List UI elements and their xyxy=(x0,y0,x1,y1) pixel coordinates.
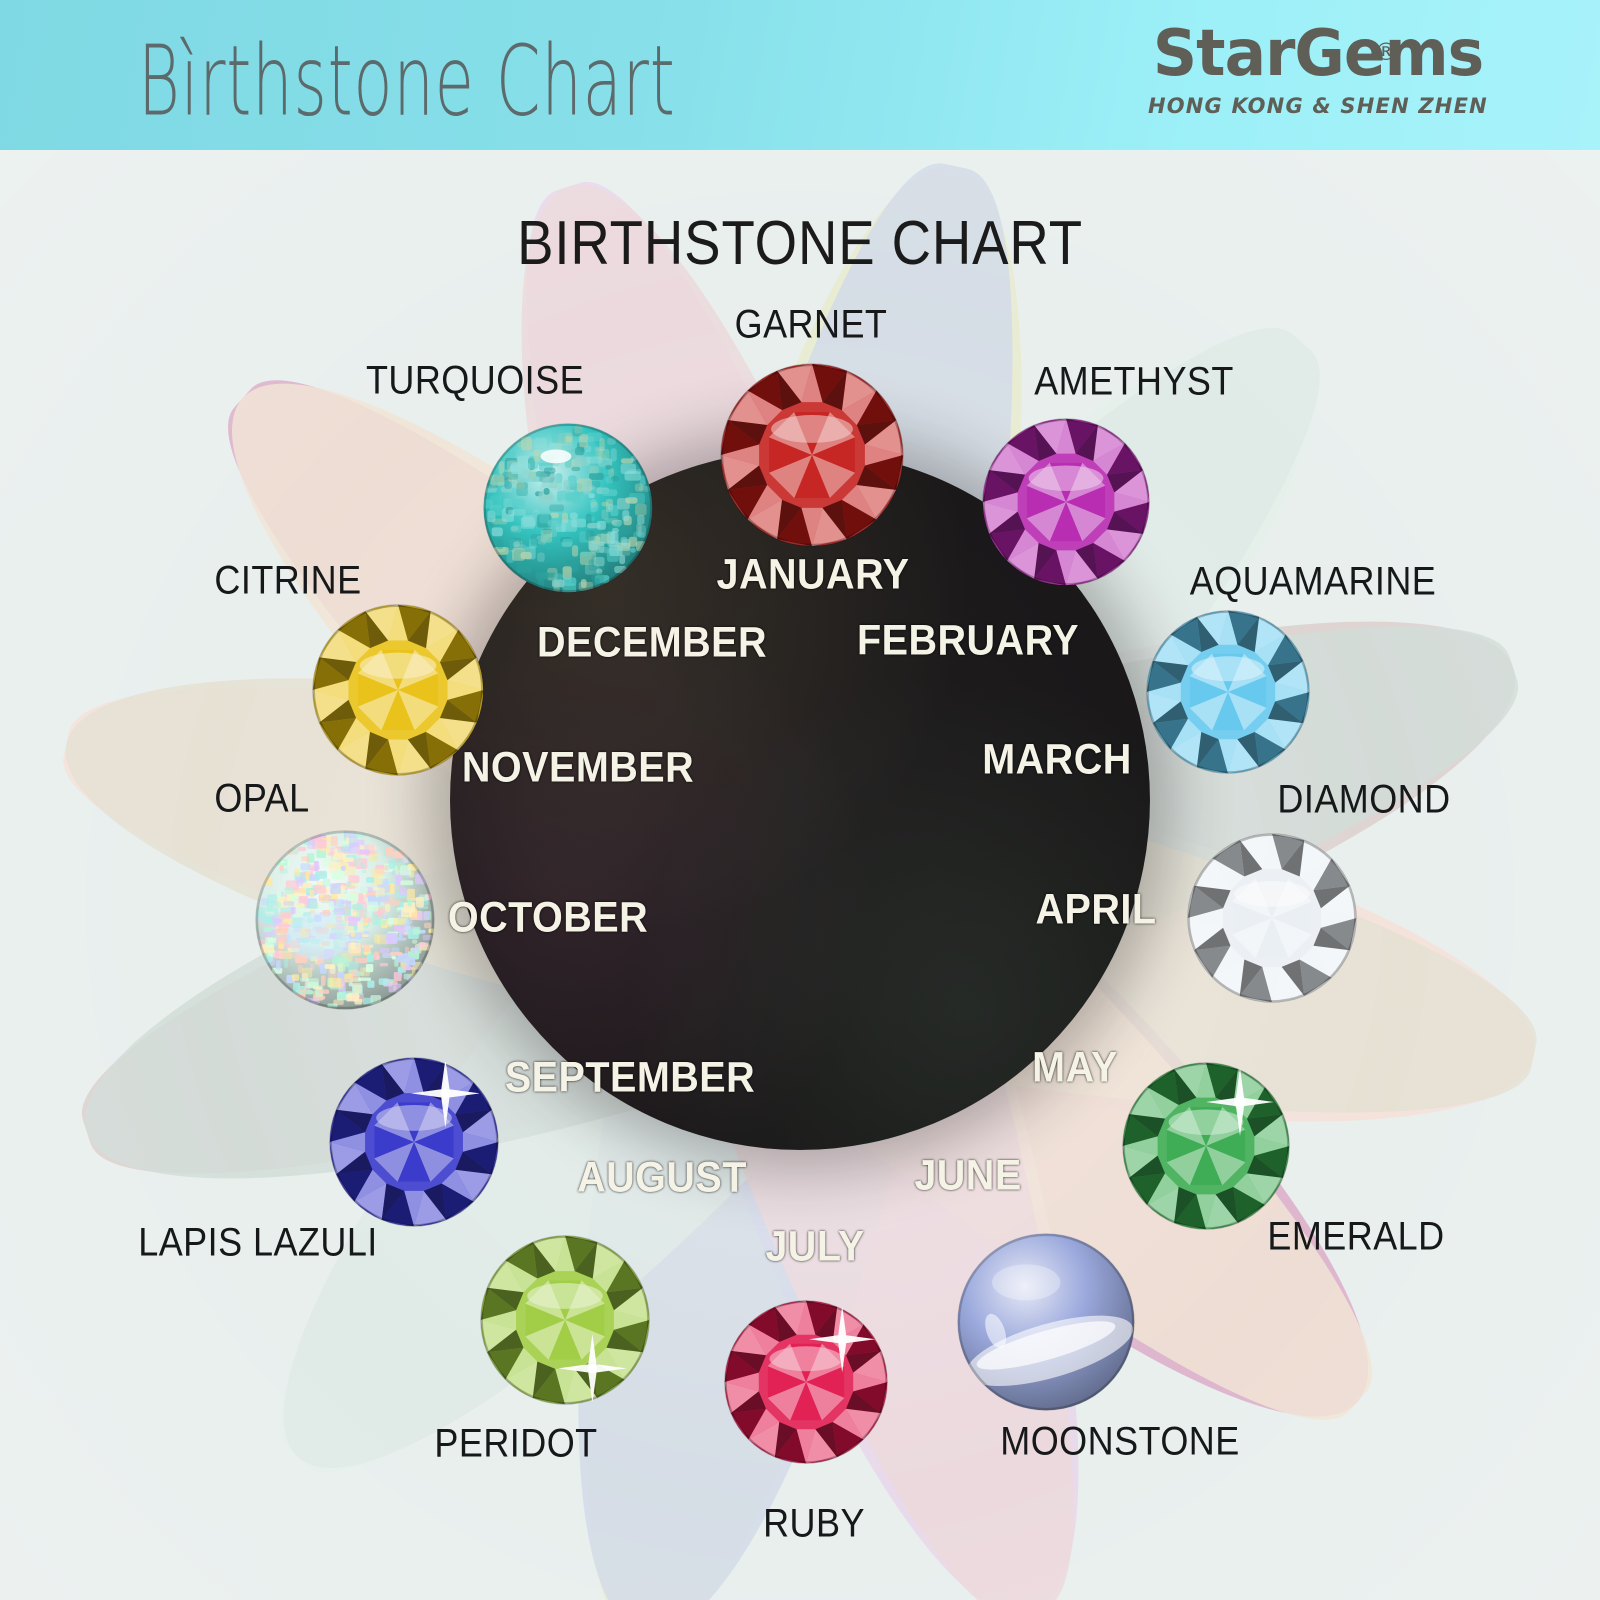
gem-label-amethyst: AMETHYST xyxy=(1034,360,1234,405)
gem-label-peridot: PERIDOT xyxy=(434,1422,597,1467)
brand-logo: StarGems ® HONG KONG & SHEN ZHEN xyxy=(1146,22,1490,118)
month-label-february: FEBRUARY xyxy=(857,617,1079,666)
gem-citrine xyxy=(311,603,485,777)
gem-peridot xyxy=(479,1234,651,1406)
gem-ruby xyxy=(723,1299,889,1465)
gem-label-lapis-lazuli: LAPIS LAZULI xyxy=(138,1221,378,1266)
gem-label-emerald: EMERALD xyxy=(1267,1215,1444,1260)
gem-aquamarine xyxy=(1145,609,1311,775)
gem-label-aquamarine: AQUAMARINE xyxy=(1190,560,1437,605)
gem-label-turquoise: TURQUOISE xyxy=(366,359,584,404)
gem-label-diamond: DIAMOND xyxy=(1277,778,1450,823)
month-label-may: MAY xyxy=(1032,1044,1118,1093)
gem-garnet xyxy=(719,362,905,548)
month-label-august: AUGUST xyxy=(577,1154,747,1203)
month-label-april: APRIL xyxy=(1036,886,1157,935)
gem-label-ruby: RUBY xyxy=(763,1502,865,1547)
gem-amethyst xyxy=(981,417,1151,587)
birthstone-chart-page: JANUARY FEBRUARY MARCH APRIL MAY JUNE JU… xyxy=(0,0,1600,1600)
gem-label-moonstone: MOONSTONE xyxy=(1000,1420,1239,1465)
month-label-june: JUNE xyxy=(914,1152,1021,1201)
brand-name: StarGems xyxy=(1153,22,1483,86)
gem-label-citrine: CITRINE xyxy=(214,559,361,604)
month-label-march: MARCH xyxy=(982,736,1132,785)
gem-opal xyxy=(254,829,436,1011)
gem-label-garnet: GARNET xyxy=(735,303,888,348)
gem-label-opal: OPAL xyxy=(214,777,309,822)
gem-diamond xyxy=(1186,832,1358,1004)
chart-title: BIRTHSTONE CHART xyxy=(96,208,1504,279)
registered-trademark-icon: ® xyxy=(1374,38,1398,66)
month-label-november: NOVEMBER xyxy=(462,744,694,793)
gem-emerald xyxy=(1121,1061,1291,1231)
brand-subtitle: HONG KONG & SHEN ZHEN xyxy=(1146,94,1490,118)
month-label-october: OCTOBER xyxy=(448,894,648,943)
gem-turquoise xyxy=(482,422,654,594)
page-header: Bìrthstone Chart StarGems ® HONG KONG & … xyxy=(0,0,1600,150)
gem-moonstone xyxy=(956,1232,1136,1412)
month-label-january: JANUARY xyxy=(717,551,910,600)
gem-lapis-lazuli xyxy=(328,1056,500,1228)
month-label-september: SEPTEMBER xyxy=(505,1054,755,1103)
month-label-december: DECEMBER xyxy=(537,619,767,668)
page-title: Bìrthstone Chart xyxy=(138,26,676,138)
month-label-july: JULY xyxy=(765,1223,864,1272)
